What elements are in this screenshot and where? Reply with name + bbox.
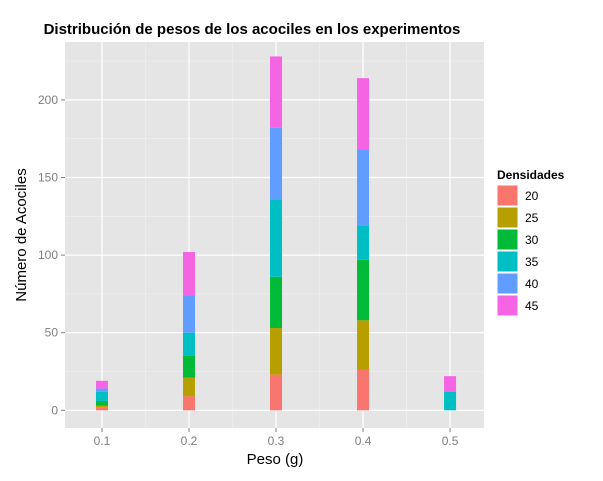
- x-tick-label: 0.3: [268, 434, 285, 448]
- x-tick-label: 0.4: [355, 434, 372, 448]
- bar-segment-25-0.3: [270, 328, 283, 375]
- legend-key-30: [496, 228, 519, 251]
- legend-label-20: 20: [525, 189, 539, 203]
- legend-label-25: 25: [525, 211, 539, 225]
- legend-title: Densidades: [497, 168, 565, 182]
- bar-segment-40-0.2: [182, 295, 196, 333]
- bar-segment-45-0.2: [182, 251, 196, 296]
- bar-segment-20-0.4: [357, 369, 370, 411]
- legend-label-30: 30: [525, 233, 539, 247]
- x-tick-label: 0.1: [94, 434, 111, 448]
- bar-segment-30-0.4: [357, 259, 370, 321]
- bar-segment-45-0.1: [95, 380, 108, 389]
- bar-segment-35-0.5: [444, 391, 457, 411]
- legend-key-45: [496, 294, 519, 317]
- y-tick-label: 0: [51, 403, 58, 417]
- bar-segment-20-0.3: [270, 374, 283, 411]
- bar-segment-45-0.5: [444, 376, 457, 392]
- bar-segment-25-0.2: [182, 377, 196, 397]
- x-axis-label: Peso (g): [247, 451, 304, 468]
- bar-segment-40-0.4: [357, 149, 370, 226]
- bar-segment-45-0.3: [270, 56, 283, 128]
- bar-segment-25-0.1: [95, 405, 108, 408]
- y-axis-label: Número de Acociles: [13, 168, 30, 301]
- legend-key-20: [496, 184, 519, 207]
- chart-title: Distribución de pesos de los acociles en…: [44, 21, 461, 38]
- y-tick-label: 200: [38, 93, 58, 107]
- bar-segment-45-0.4: [357, 78, 370, 150]
- legend-label-45: 45: [525, 299, 539, 313]
- bar-segment-25-0.4: [357, 320, 370, 370]
- bar-segment-35-0.3: [270, 199, 283, 277]
- bar-segment-40-0.1: [95, 388, 108, 392]
- bar-segment-35-0.1: [95, 391, 108, 401]
- legend-label-40: 40: [525, 277, 539, 291]
- legend-key-35: [496, 250, 519, 273]
- legend-key-25: [496, 206, 519, 229]
- bar-segment-20-0.1: [95, 407, 108, 411]
- bar-segment-30-0.2: [182, 355, 196, 378]
- bar-segment-40-0.3: [270, 127, 283, 200]
- bar-segment-30-0.3: [270, 276, 283, 329]
- x-tick-label: 0.2: [181, 434, 198, 448]
- y-tick-label: 150: [38, 170, 58, 184]
- legend-key-40: [496, 272, 519, 295]
- bar-segment-30-0.1: [95, 400, 108, 406]
- y-tick-label: 100: [38, 248, 58, 262]
- legend-label-35: 35: [525, 255, 539, 269]
- x-tick-label: 0.5: [442, 434, 459, 448]
- bar-segment-35-0.2: [182, 332, 196, 356]
- bar-segment-20-0.2: [182, 396, 196, 411]
- bar-segment-35-0.4: [357, 225, 370, 260]
- legend: Densidades 20 25 30 35 40 45: [496, 168, 565, 317]
- y-tick-label: 50: [45, 326, 59, 340]
